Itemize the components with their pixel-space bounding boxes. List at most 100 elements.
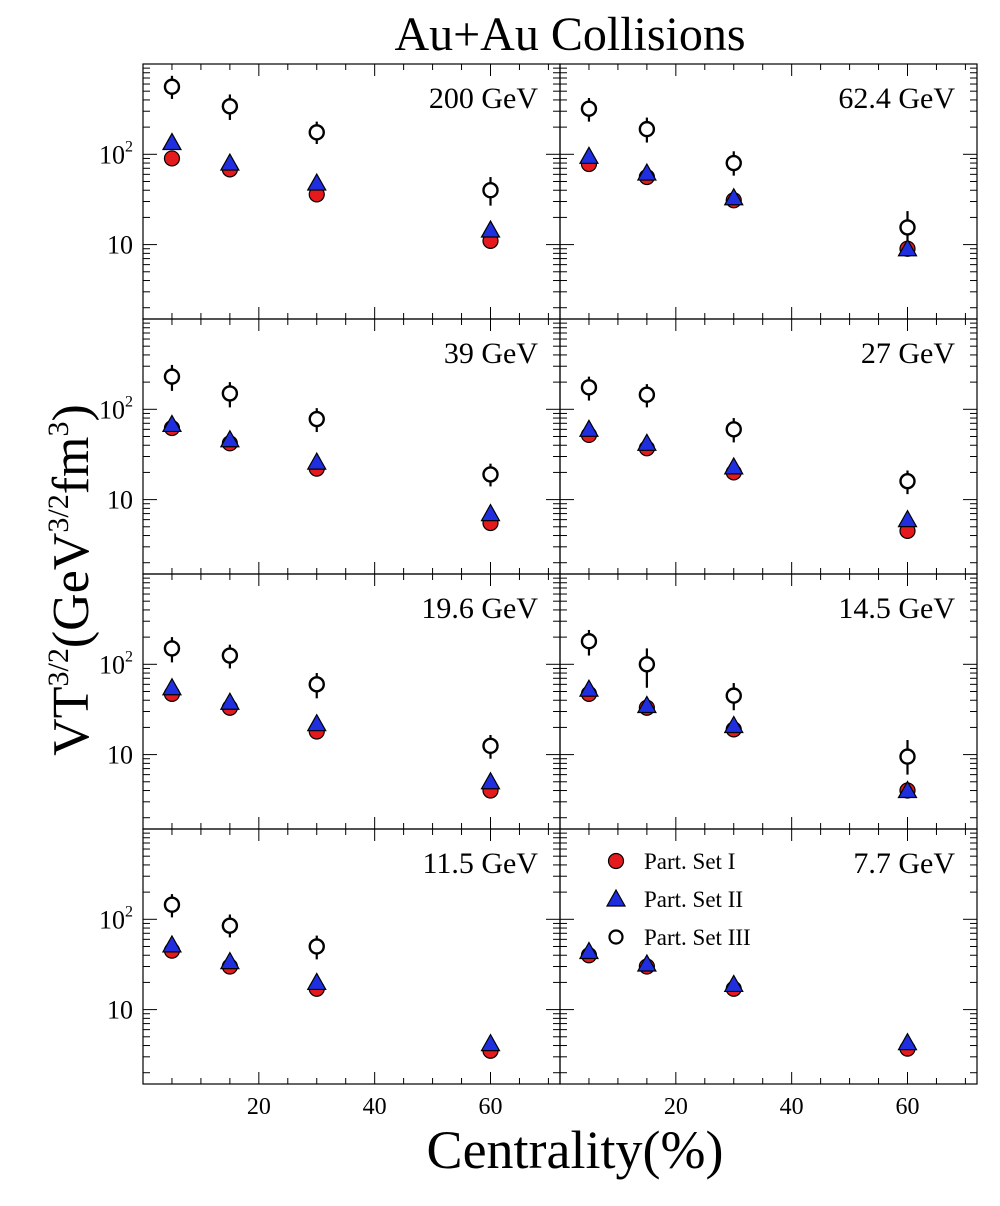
set3-point — [899, 219, 916, 236]
set3-point — [638, 656, 656, 673]
set2-point — [636, 953, 657, 972]
set3-point — [308, 676, 325, 693]
set2-point — [219, 692, 240, 710]
set2-point — [306, 713, 327, 732]
y-tick-exp: 2 — [125, 138, 133, 155]
x-axis-label: Centrality(%) — [427, 1120, 724, 1180]
panel-energy-label: 7.7 GeV — [853, 847, 955, 880]
legend-marker-set3 — [608, 929, 624, 945]
y-label-sup1: 3/2 — [42, 648, 75, 686]
set2-point — [636, 433, 657, 451]
set2-point — [723, 974, 744, 993]
set2-point — [480, 771, 501, 790]
set2-point — [161, 934, 182, 953]
set2-point — [897, 509, 918, 528]
y-tick-exp: 2 — [125, 648, 133, 665]
y-tick-label: 102 — [99, 393, 133, 424]
y-tick-label: 102 — [99, 138, 133, 169]
set2-point — [636, 695, 657, 714]
set3-point — [580, 633, 598, 650]
set3-point — [899, 748, 916, 765]
set3-point — [308, 124, 325, 141]
set2-point — [897, 780, 918, 799]
set2-point — [578, 146, 599, 164]
y-axis-label: VT3/2(GeV3/2fm3) — [42, 404, 100, 756]
set3-point — [580, 100, 598, 117]
set3-point — [308, 938, 325, 955]
chart-title: Au+Au Collisions — [394, 8, 745, 61]
x-tick-label: 40 — [780, 1094, 804, 1120]
y-tick-label: 10 — [107, 486, 133, 515]
set3-point — [221, 98, 239, 115]
x-tick-label: 40 — [363, 1094, 387, 1120]
y-label-gev: (GeV — [43, 533, 100, 649]
set2-point — [897, 1032, 918, 1051]
x-tick-label: 20 — [664, 1094, 688, 1120]
set2-point — [578, 941, 599, 960]
x-tick-label: 60 — [896, 1094, 920, 1120]
y-tick-base: 10 — [99, 140, 125, 169]
x-tick-label: 20 — [247, 1094, 271, 1120]
panel-4: 27 GeV — [559, 318, 978, 575]
panel-energy-label: 200 GeV — [429, 82, 538, 115]
y-tick-exp: 2 — [125, 393, 133, 410]
panel-2: 62.4 GeV — [559, 63, 978, 320]
set2-point — [480, 503, 501, 522]
y-label-fm: fm — [43, 437, 100, 495]
set3-point — [221, 917, 239, 934]
set3-point — [899, 472, 916, 490]
set2-point — [480, 219, 501, 238]
panel-frame — [559, 828, 978, 1085]
set3-point — [221, 385, 239, 402]
set2-point — [219, 152, 240, 171]
y-tick-base: 10 — [107, 741, 133, 770]
panel-5: 10 102 19.6 GeV — [99, 573, 561, 830]
set3-point — [725, 687, 742, 704]
set3-point — [482, 737, 499, 755]
set3-point — [482, 466, 499, 483]
set2-point — [161, 677, 182, 696]
set2-point — [723, 715, 744, 734]
set3-point — [163, 896, 181, 913]
legend-entry: Part. Set I — [644, 849, 735, 874]
set1-point — [163, 150, 181, 167]
y-label-close: ) — [43, 404, 100, 421]
set2-point — [219, 429, 240, 448]
y-tick-label: 10 — [107, 741, 133, 770]
set3-point — [638, 120, 656, 138]
y-tick-base: 10 — [99, 395, 125, 424]
panel-6: 14.5 GeV — [559, 573, 978, 830]
set2-point — [723, 456, 744, 475]
set2-point — [161, 414, 182, 433]
y-tick-label: 102 — [99, 648, 133, 679]
y-tick-base: 10 — [99, 905, 125, 934]
set2-point — [161, 132, 182, 151]
set2-point — [480, 1033, 501, 1052]
set3-point — [308, 410, 325, 428]
set3-point — [163, 640, 181, 657]
set2-point — [636, 162, 657, 181]
set3-point — [482, 182, 499, 199]
set2-point — [306, 451, 327, 470]
legend-entry: Part. Set III — [644, 925, 751, 950]
set2-point — [578, 419, 599, 437]
y-tick-label: 10 — [107, 231, 133, 260]
legend-marker-set1 — [607, 852, 625, 870]
set3-point — [638, 386, 656, 403]
legend-marker-set2 — [605, 888, 627, 907]
y-label-sup2: 3/2 — [42, 494, 75, 532]
set2-point — [723, 187, 744, 206]
panel-energy-label: 62.4 GeV — [838, 82, 955, 115]
set2-point — [578, 678, 599, 697]
panel-energy-label: 19.6 GeV — [421, 592, 538, 625]
set2-point — [306, 972, 327, 991]
x-tick-label: 60 — [479, 1094, 503, 1120]
set3-point — [580, 379, 598, 396]
panel-energy-label: 11.5 GeV — [422, 847, 538, 880]
set3-point — [221, 647, 239, 664]
